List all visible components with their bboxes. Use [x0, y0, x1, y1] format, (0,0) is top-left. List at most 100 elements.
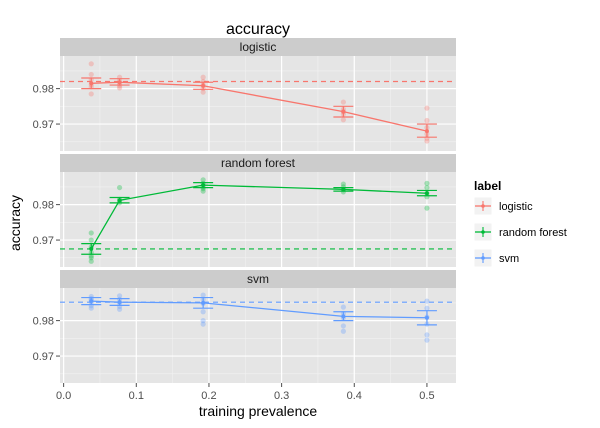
mean-point	[424, 191, 429, 196]
data-point	[424, 184, 430, 191]
data-point	[200, 188, 206, 194]
mean-point	[424, 315, 429, 320]
error-bar	[333, 311, 354, 322]
data-point	[88, 61, 94, 67]
chart-title: accuracy	[226, 21, 290, 38]
facet-strip-label: svm	[247, 272, 269, 286]
data-point	[200, 309, 206, 315]
facet-logistic: logistic 0.97 0.98	[33, 38, 456, 151]
data-point	[116, 85, 123, 91]
error-bar	[81, 296, 102, 306]
x-tick-label: 0.0	[56, 390, 71, 402]
panel-background	[60, 172, 456, 267]
legend-label: random forest	[499, 227, 567, 239]
legend-item-random-forest: random forest	[473, 222, 567, 242]
data-point	[200, 89, 206, 95]
error-bar	[193, 81, 214, 90]
mean-point	[341, 314, 346, 319]
error-bar	[109, 78, 130, 86]
data-point	[88, 305, 94, 311]
error-bar	[193, 296, 214, 309]
error-bar	[193, 182, 214, 189]
x-tick-label: 0.5	[419, 390, 434, 402]
x-tick-label: 0.2	[201, 390, 216, 402]
legend: label logistic random forest svm	[473, 179, 567, 268]
data-point	[340, 304, 346, 310]
facet-strip	[60, 270, 456, 288]
data-point	[88, 71, 94, 78]
y-axis-title: accuracy	[7, 195, 23, 251]
data-point	[340, 328, 346, 334]
x-axis-title: training prevalence	[199, 403, 318, 419]
mean-point	[89, 81, 94, 86]
error-bar	[109, 298, 130, 306]
y-tick-label: 0.98	[33, 316, 54, 328]
facet-random-forest: random forest 0.97 0.98	[33, 154, 456, 267]
data-point	[340, 323, 346, 329]
y-tick-label: 0.97	[33, 235, 54, 247]
error-bar	[81, 77, 102, 90]
error-bar	[333, 186, 354, 192]
data-point	[200, 318, 206, 324]
data-point	[88, 230, 94, 236]
data-point	[424, 180, 430, 186]
y-tick-label: 0.97	[33, 351, 54, 363]
data-point	[424, 117, 430, 124]
x-tick-label: 0.3	[274, 390, 289, 402]
facet-strip-label: logistic	[240, 40, 277, 54]
legend-key-point	[481, 230, 485, 234]
legend-label: logistic	[499, 201, 533, 213]
data-point	[116, 184, 123, 191]
data-point	[424, 332, 430, 338]
mean-point	[89, 246, 94, 251]
data-point	[88, 91, 94, 97]
y-tick-label: 0.98	[33, 200, 54, 212]
data-point	[200, 292, 206, 298]
error-bar	[416, 310, 437, 326]
mean-point	[341, 187, 346, 192]
data-point	[88, 237, 94, 243]
panel-background	[60, 288, 456, 383]
mean-point	[117, 300, 122, 305]
mean-point	[341, 109, 346, 114]
legend-key-point	[481, 204, 485, 208]
error-bar	[109, 196, 130, 204]
data-point	[340, 99, 346, 105]
data-point	[88, 255, 94, 261]
data-point	[200, 177, 206, 183]
legend-item-svm: svm	[473, 248, 519, 268]
mean-point	[89, 299, 94, 304]
mean-point	[201, 183, 206, 188]
data-point	[340, 181, 346, 187]
legend-key-point	[481, 256, 485, 260]
data-point	[116, 306, 123, 312]
mean-point	[201, 300, 206, 305]
data-point	[88, 258, 94, 264]
error-bar	[81, 243, 102, 255]
y-tick-label: 0.98	[33, 84, 54, 96]
data-point	[116, 293, 123, 299]
mean-point	[117, 198, 122, 203]
data-point	[424, 305, 430, 311]
mean-point	[201, 83, 206, 88]
y-tick-label: 0.97	[33, 119, 54, 131]
error-bar	[416, 123, 437, 138]
x-tick-label: 0.4	[347, 390, 362, 402]
panel-background	[60, 56, 456, 151]
x-tick-label: 0.1	[129, 390, 144, 402]
facet-strip-label: random forest	[221, 156, 296, 170]
facet-svm: svm 0.97 0.98	[33, 270, 456, 383]
data-point	[424, 205, 430, 211]
legend-item-logistic: logistic	[473, 196, 533, 216]
x-axis: 0.0 0.1 0.2 0.3 0.4 0.5	[56, 383, 435, 402]
data-point	[340, 117, 346, 123]
data-point	[424, 337, 430, 343]
mean-point	[424, 129, 429, 134]
data-point	[424, 298, 430, 304]
facet-strip	[60, 154, 456, 172]
data-point	[200, 74, 206, 80]
data-point	[200, 321, 206, 327]
